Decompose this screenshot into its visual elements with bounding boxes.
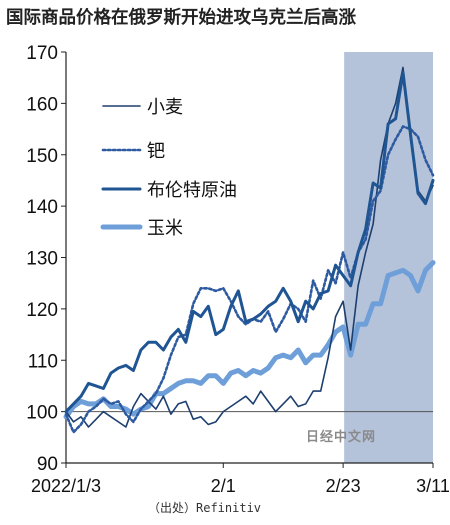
x-tick-label: 2022/1/3 [31,476,101,496]
y-tick-label: 140 [26,197,58,218]
y-tick-label: 150 [26,146,58,167]
y-tick-label: 110 [28,351,58,372]
y-tick-label: 90 [37,454,58,475]
legend-label: 玉米 [147,218,183,239]
brent-crude-line [64,71,435,414]
x-tick-label: 3/11 [416,476,450,496]
x-tick-label: 2/23 [326,476,361,496]
y-tick-label: 130 [26,249,58,270]
wheat-line [65,66,434,428]
chart-title: 国际商品价格在俄罗斯开始进攻乌克兰后高涨 [6,8,356,28]
corn-line [63,260,436,420]
watermark: 日经中文网 [306,430,377,445]
y-tick-label: 100 [26,403,58,424]
series-lines [63,66,436,434]
legend-label: 布伦特原油 [147,180,237,201]
y-tick-label: 160 [26,94,58,115]
source-note: （出处）Refinitiv [148,501,262,515]
legend-label: 小麦 [147,97,183,118]
chart-axes: 90 100 110 120 130 140 150 160 170 2022/1/3 2/1 2/2… [26,43,450,496]
x-tick-label: 2/1 [211,476,236,496]
y-tick-label: 170 [26,43,58,64]
legend-label: 钯 [147,141,165,162]
y-tick-label: 120 [26,300,58,321]
